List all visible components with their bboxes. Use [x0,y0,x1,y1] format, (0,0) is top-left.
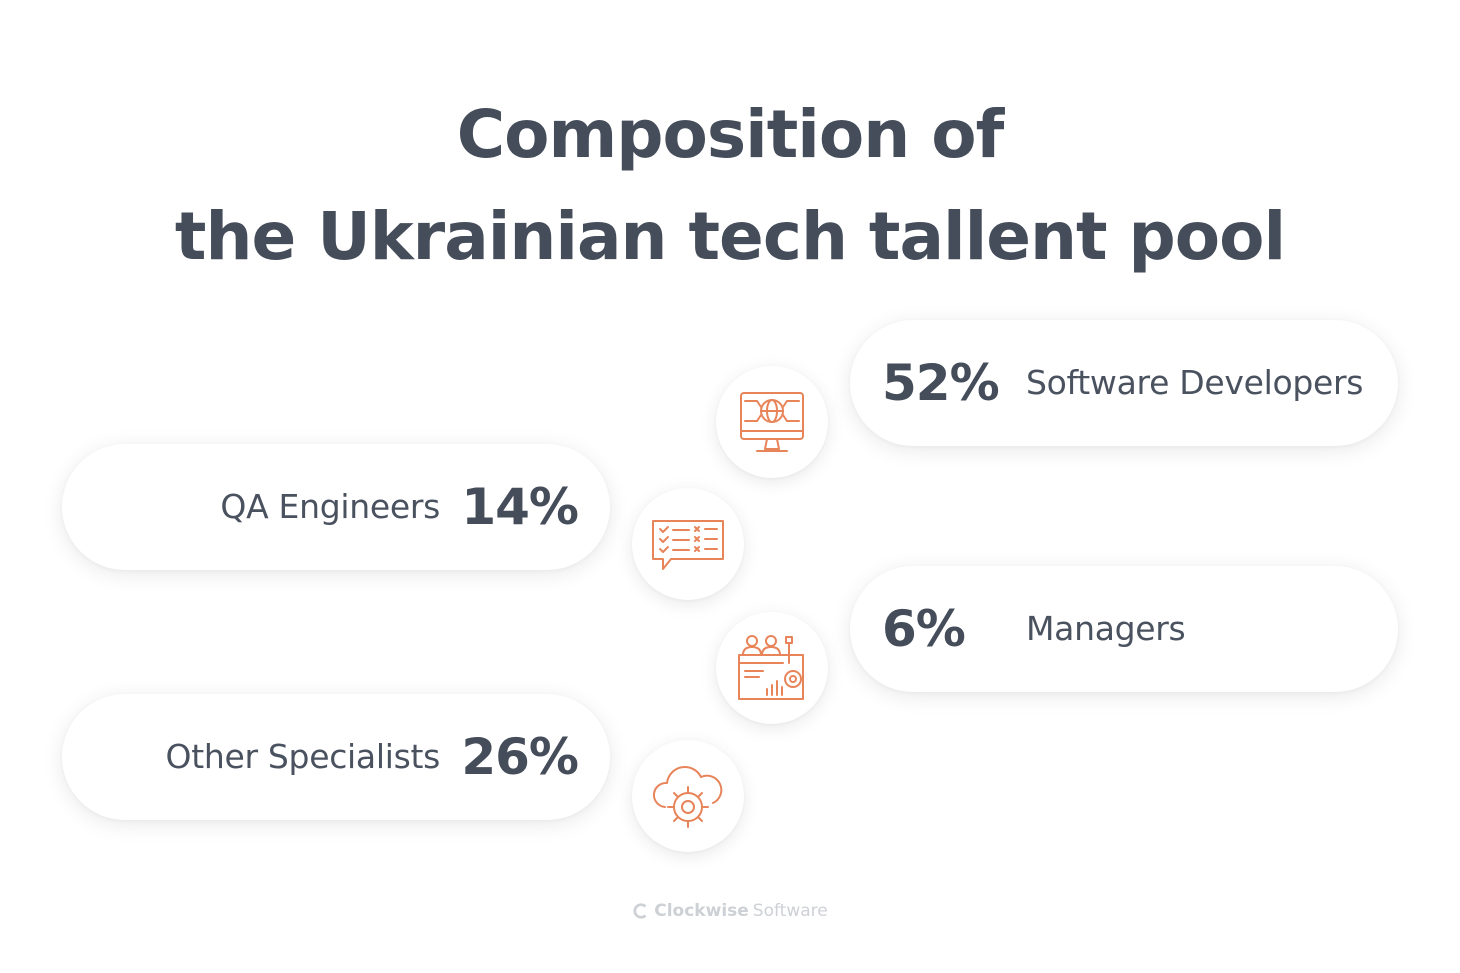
cloud-gear-icon [632,740,744,852]
stat-card-qa-engineers: QA Engineers 14% [62,444,610,570]
stat-card-software-developers: 52% Software Developers [850,320,1398,446]
brand-footer: Clockwise Software [0,901,1460,921]
monitor-globe-icon [716,366,828,478]
stat-label: QA Engineers [220,487,440,526]
page-title-line-1: Composition of [456,96,1005,173]
checklist-chat-icon [632,488,744,600]
stat-label: Other Specialists [165,737,441,776]
clockwise-logo-icon [633,903,647,919]
stat-card-other-specialists: Other Specialists 26% [62,694,610,820]
stat-card-managers: 6% Managers [850,566,1398,692]
stat-percent: 14% [461,478,579,536]
team-dashboard-icon [716,612,828,724]
stat-label: Software Developers [1026,363,1364,402]
stat-percent: 52% [882,354,1000,412]
stat-label: Managers [1026,609,1186,648]
stat-percent: 6% [882,600,966,658]
page-title-line-2: the Ukrainian tech tallent pool [174,198,1286,275]
stat-percent: 26% [461,728,579,786]
brand-name-bold: Clockwise [654,901,749,921]
brand-name-light: Software [752,901,828,921]
